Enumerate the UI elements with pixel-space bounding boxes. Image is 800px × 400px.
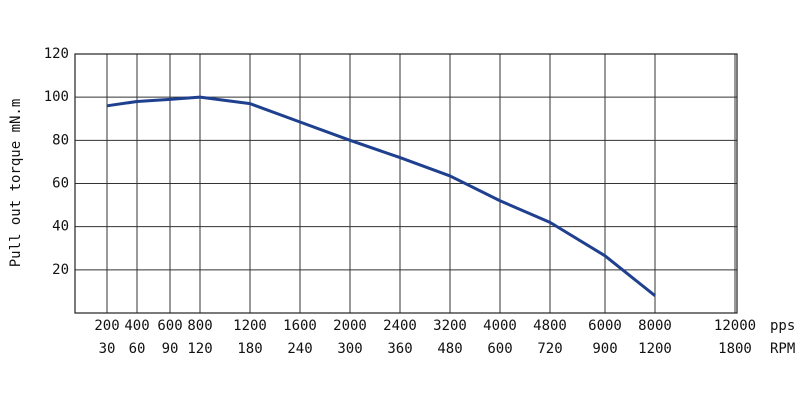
y-tick-label: 40	[52, 219, 69, 235]
x2-tick-label: 1800	[718, 341, 752, 357]
x2-tick-label: 60	[129, 341, 146, 357]
plot-frame	[74, 53, 738, 314]
x-tick-label: 800	[187, 318, 212, 334]
x2-tick-label: 30	[99, 341, 116, 357]
x2-tick-label: 600	[487, 341, 512, 357]
x-tick-label: 600	[157, 318, 182, 334]
x2-tick-label: 1200	[638, 341, 672, 357]
x-tick-label: 4800	[533, 318, 567, 334]
y-tick-label: 60	[52, 176, 69, 192]
x2-unit: RPM	[770, 341, 795, 357]
x2-tick-label: 300	[337, 341, 362, 357]
x-tick-label: 8000	[638, 318, 672, 334]
x-tick-label: 12000	[714, 318, 756, 334]
x-tick-label: 2000	[333, 318, 367, 334]
x-tick-label: 400	[124, 318, 149, 334]
y-tick-label: 20	[52, 262, 69, 278]
x-tick-label: 1200	[233, 318, 267, 334]
x2-tick-label: 360	[387, 341, 412, 357]
x-tick-label: 200	[94, 318, 119, 334]
x2-tick-label: 240	[287, 341, 312, 357]
x2-tick-label: 480	[437, 341, 462, 357]
x-unit: pps	[770, 318, 795, 334]
x2-tick-label: 720	[537, 341, 562, 357]
x2-tick-label: 900	[592, 341, 617, 357]
x-tick-label: 2400	[383, 318, 417, 334]
y-axis-label: Pull out torque mN.m	[8, 99, 24, 268]
x2-tick-label: 120	[187, 341, 212, 357]
x2-tick-label: 90	[162, 341, 179, 357]
x2-tick-label: 180	[237, 341, 262, 357]
x-tick-label: 1600	[283, 318, 317, 334]
x-tick-label: 6000	[588, 318, 622, 334]
x-tick-label: 3200	[433, 318, 467, 334]
y-tick-label: 120	[44, 46, 69, 62]
x-tick-label: 4000	[483, 318, 517, 334]
y-tick-label: 80	[52, 132, 69, 148]
data-line	[106, 95, 656, 297]
y-tick-label: 100	[44, 89, 69, 105]
